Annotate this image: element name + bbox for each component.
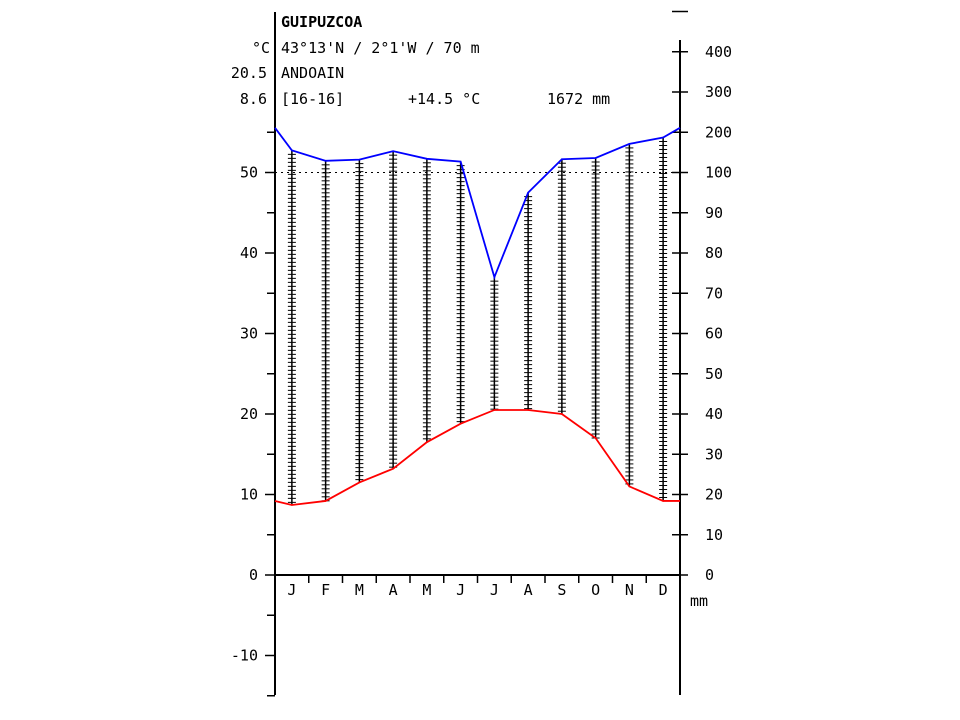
left-axis-tick-label: 0 [249, 566, 258, 584]
left-axis-tick-label: -10 [231, 647, 258, 665]
month-label: N [625, 581, 634, 599]
tick-labels-layer: -10 0 10 20 30 40 50 0 10 20 30 40 50 60 70 80 90 100 200 3… [231, 43, 732, 665]
temperature-point [561, 413, 563, 415]
temperature-point [358, 481, 361, 484]
temperature-point [426, 441, 428, 443]
period-text: [16-16] [281, 90, 344, 108]
precipitation-point [527, 191, 529, 194]
left-axis-tick-label: 40 [240, 244, 258, 262]
month-label: A [524, 581, 533, 599]
temperature-unit-label: °C [252, 39, 270, 57]
max-temperature-label: 20.5 [231, 64, 267, 82]
series-lines-layer [274, 127, 681, 506]
region-title: GUIPUZCOA [281, 13, 362, 31]
humid-hatch-layer [287, 137, 668, 505]
temperature-point [392, 467, 394, 470]
precipitation-point [493, 276, 496, 278]
temperature-point [527, 409, 529, 411]
precipitation-point [561, 158, 563, 161]
temperature-series-line [274, 409, 680, 506]
month-label: M [355, 581, 364, 599]
month-label: J [456, 581, 465, 599]
left-axis-tick-label: 10 [240, 486, 258, 504]
precipitation-point [324, 160, 327, 162]
precipitation-point [426, 158, 428, 160]
temperature-point [459, 422, 462, 425]
precipitation-point [459, 160, 462, 163]
left-axis-tick-label: 50 [240, 164, 258, 182]
mean-temperature-text: +14.5 °C [408, 90, 480, 108]
temperature-point [594, 437, 597, 439]
month-label: S [557, 581, 566, 599]
month-label: F [321, 581, 330, 599]
right-axis-tick-label: 10 [705, 526, 723, 544]
temperature-point [628, 485, 631, 488]
month-label: A [389, 581, 398, 599]
temperature-point [291, 504, 293, 506]
right-axis-tick-label: 70 [705, 284, 723, 302]
station-name: ANDOAIN [281, 64, 344, 82]
right-axis-tick-label: 50 [705, 365, 723, 383]
right-axis-tick-label: 300 [705, 83, 732, 101]
right-axis-tick-label: 200 [705, 123, 732, 141]
axes-layer [265, 10, 688, 697]
month-label: M [422, 581, 431, 599]
left-axis-tick-label: 30 [240, 325, 258, 343]
right-axis-tick-label: 100 [705, 164, 732, 182]
precipitation-point [662, 136, 664, 139]
min-temperature-label: 8.6 [240, 90, 267, 108]
precipitation-point [291, 149, 293, 152]
annual-precipitation-text: 1672 mm [547, 90, 610, 108]
right-axis-tick-label: 400 [705, 43, 732, 61]
x-axis-unit-label: mm [690, 592, 708, 610]
month-label: O [591, 581, 600, 599]
temperature-point [324, 500, 327, 502]
right-axis-tick-label: 20 [705, 486, 723, 504]
temperature-point [662, 500, 664, 502]
month-label: D [659, 581, 668, 599]
left-axis-tick-label: 20 [240, 405, 258, 423]
coordinates-text: 43°13'N / 2°1'W / 70 m [281, 39, 480, 57]
temperature-point [493, 409, 496, 411]
right-axis-tick-label: 60 [705, 325, 723, 343]
right-axis-tick-label: 0 [705, 566, 714, 584]
right-axis-tick-label: 30 [705, 445, 723, 463]
right-axis-tick-label: 40 [705, 405, 723, 423]
month-label: J [490, 581, 499, 599]
right-axis-tick-label: 90 [705, 204, 723, 222]
right-axis-tick-label: 80 [705, 244, 723, 262]
precipitation-series-line [274, 127, 681, 280]
precipitation-point [358, 158, 361, 161]
precipitation-point [594, 157, 597, 159]
precipitation-point [392, 150, 394, 152]
precipitation-point [628, 143, 631, 145]
month-label: J [287, 581, 296, 599]
